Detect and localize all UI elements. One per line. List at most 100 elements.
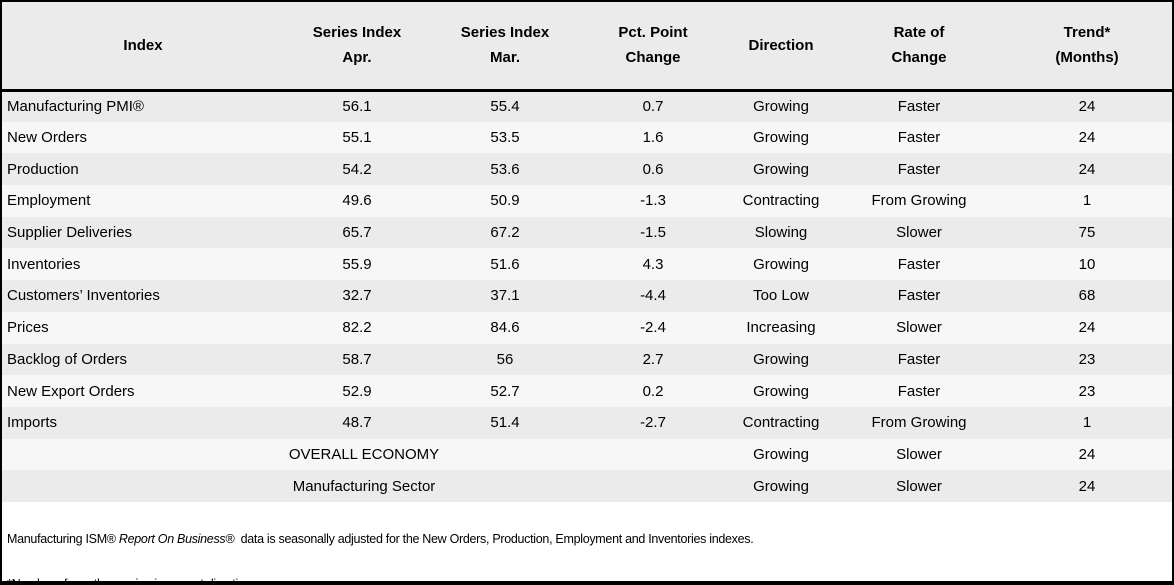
cell-rate: Faster: [836, 375, 1002, 407]
cell-trend: 23: [1002, 343, 1172, 376]
cell-index: Inventories: [2, 248, 284, 281]
cell-index: Manufacturing PMI®: [2, 90, 284, 122]
cell-index: Imports: [2, 406, 284, 439]
summary-label: OVERALL ECONOMY: [2, 438, 726, 471]
table-row: Production 54.2 53.6 0.6 Growing Faster …: [2, 153, 1172, 186]
cell-mar: 50.9: [430, 185, 580, 217]
cell-apr: 82.2: [284, 311, 430, 344]
cell-direction: Too Low: [726, 280, 836, 312]
cell-trend: 68: [1002, 280, 1172, 312]
cell-change: -4.4: [580, 280, 726, 312]
cell-trend: 23: [1002, 375, 1172, 407]
cell-direction: Growing: [726, 153, 836, 186]
table-row: Supplier Deliveries 65.7 67.2 -1.5 Slowi…: [2, 216, 1172, 249]
table-row: Customers’ Inventories 32.7 37.1 -4.4 To…: [2, 280, 1172, 312]
table-row: New Export Orders 52.9 52.7 0.2 Growing …: [2, 375, 1172, 407]
col-header-trend: Trend* (Months): [1002, 2, 1172, 92]
table-row: Prices 82.2 84.6 -2.4 Increasing Slower …: [2, 311, 1172, 344]
footnote-prefix: Manufacturing ISM®: [7, 531, 119, 546]
cell-apr: 55.1: [284, 121, 430, 154]
header-row: Index Series Index Apr. Series Index Mar…: [2, 2, 1172, 92]
cell-mar: 53.5: [430, 121, 580, 154]
footnote-report-on-business: Report On Business®: [118, 531, 235, 546]
cell-direction: Slowing: [726, 216, 836, 249]
col-header-direction: Direction: [726, 2, 836, 92]
cell-mar: 53.6: [430, 153, 580, 186]
cell-change: -2.7: [580, 406, 726, 439]
cell-index: Backlog of Orders: [2, 343, 284, 376]
cell-trend: 24: [1002, 153, 1172, 186]
cell-index: Prices: [2, 311, 284, 344]
cell-apr: 54.2: [284, 153, 430, 186]
cell-apr: 32.7: [284, 280, 430, 312]
col-header-rate: Rate of Change: [836, 2, 1002, 92]
table-row: Employment 49.6 50.9 -1.3 Contracting Fr…: [2, 185, 1172, 217]
cell-change: 0.7: [580, 90, 726, 122]
footnote-seasonal-adjustment: Manufacturing ISM® Report On Business® d…: [7, 532, 1172, 547]
summary-label: Manufacturing Sector: [2, 470, 726, 502]
table-row: Manufacturing PMI® 56.1 55.4 0.7 Growing…: [2, 90, 1172, 122]
cell-change: -1.5: [580, 216, 726, 249]
cell-rate: Faster: [836, 248, 1002, 281]
cell-index: Employment: [2, 185, 284, 217]
col-header-mar: Series Index Mar.: [430, 2, 580, 92]
col-header-change: Pct. Point Change: [580, 2, 726, 92]
cell-direction: Growing: [726, 438, 836, 471]
cell-rate: From Growing: [836, 185, 1002, 217]
cell-direction: Increasing: [726, 311, 836, 344]
cell-apr: 58.7: [284, 343, 430, 376]
cell-index: New Export Orders: [2, 375, 284, 407]
cell-mar: 56: [430, 343, 580, 376]
footnote-months-note: *Number of months moving in current dire…: [7, 576, 255, 585]
cell-rate: Slower: [836, 216, 1002, 249]
cell-apr: 55.9: [284, 248, 430, 281]
cell-trend: 1: [1002, 185, 1172, 217]
footnote-rest: data is seasonally adjusted for the New …: [234, 531, 754, 546]
cell-index: Customers’ Inventories: [2, 280, 284, 312]
cell-apr: 65.7: [284, 216, 430, 249]
cell-direction: Contracting: [726, 185, 836, 217]
cell-apr: 49.6: [284, 185, 430, 217]
cell-index: New Orders: [2, 121, 284, 154]
cell-mar: 51.6: [430, 248, 580, 281]
cell-rate: Faster: [836, 153, 1002, 186]
cell-trend: 10: [1002, 248, 1172, 281]
cell-trend: 24: [1002, 90, 1172, 122]
col-header-index: Index: [2, 2, 284, 92]
summary-row-manufacturing-sector: Manufacturing Sector Growing Slower 24: [2, 470, 1172, 502]
cell-change: 1.6: [580, 121, 726, 154]
cell-mar: 55.4: [430, 90, 580, 122]
cell-rate: Faster: [836, 90, 1002, 122]
summary-row-overall-economy: OVERALL ECONOMY Growing Slower 24: [2, 438, 1172, 471]
table-row: Backlog of Orders 58.7 56 2.7 Growing Fa…: [2, 343, 1172, 376]
cell-apr: 48.7: [284, 406, 430, 439]
cell-change: -2.4: [580, 311, 726, 344]
cell-change: 2.7: [580, 343, 726, 376]
cell-rate: Slower: [836, 438, 1002, 471]
cell-mar: 84.6: [430, 311, 580, 344]
cell-rate: Slower: [836, 311, 1002, 344]
cell-trend: 75: [1002, 216, 1172, 249]
table-row: Imports 48.7 51.4 -2.7 Contracting From …: [2, 406, 1172, 439]
pmi-summary-table: Index Series Index Apr. Series Index Mar…: [2, 2, 1172, 502]
cell-change: 0.6: [580, 153, 726, 186]
cell-rate: Faster: [836, 121, 1002, 154]
cell-rate: From Growing: [836, 406, 1002, 439]
footnotes: Manufacturing ISM® Report On Business® d…: [2, 502, 1172, 585]
cell-direction: Growing: [726, 248, 836, 281]
cell-index: Supplier Deliveries: [2, 216, 284, 249]
cell-change: 0.2: [580, 375, 726, 407]
cell-mar: 67.2: [430, 216, 580, 249]
cell-mar: 51.4: [430, 406, 580, 439]
cell-trend: 24: [1002, 311, 1172, 344]
cell-trend: 24: [1002, 438, 1172, 471]
cell-direction: Growing: [726, 470, 836, 502]
cell-trend: 24: [1002, 470, 1172, 502]
cell-mar: 52.7: [430, 375, 580, 407]
cell-direction: Growing: [726, 121, 836, 154]
cell-change: -1.3: [580, 185, 726, 217]
cell-trend: 24: [1002, 121, 1172, 154]
table-row: Inventories 55.9 51.6 4.3 Growing Faster…: [2, 248, 1172, 281]
cell-direction: Growing: [726, 343, 836, 376]
